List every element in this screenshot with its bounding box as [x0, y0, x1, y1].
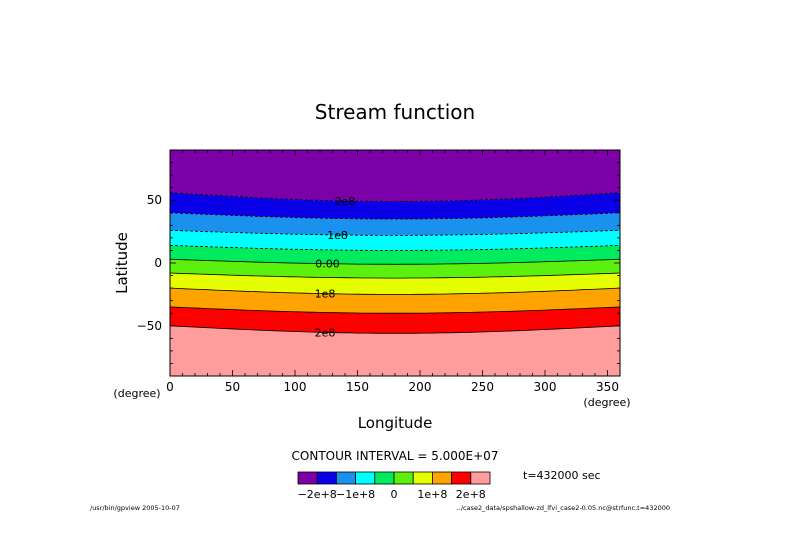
y-tick-label: −50	[137, 319, 162, 333]
color-bar-label: −1e+8	[336, 488, 375, 501]
contour-label-9: 2e8	[315, 326, 336, 339]
color-bar-swatch	[316, 471, 337, 485]
color-bar-label: −2e+8	[298, 488, 337, 501]
contour-label-1: 2e8	[335, 195, 356, 208]
y-axis: 50 0 −50	[137, 149, 620, 377]
contour-label-7: 1e8	[315, 288, 336, 301]
contour-labels: 2e8 1e8 0.00 1e8 2e8	[315, 195, 356, 340]
color-bar-swatch	[393, 471, 414, 485]
x-tick-label: 0	[166, 380, 174, 394]
x-axis-label: Longitude	[358, 414, 433, 432]
contour-band-5	[170, 245, 620, 265]
footer-right: ../case2_data/spshallow-zd_lfvi_case2-0.…	[457, 504, 670, 512]
color-bar-swatch	[470, 471, 491, 485]
contour-band-3	[170, 212, 620, 236]
contour-line-7	[169, 287, 621, 295]
color-bar-swatch	[297, 471, 318, 485]
x-tick-label: 250	[471, 380, 494, 394]
contour-line-9	[169, 325, 621, 334]
contour-band-1	[170, 150, 620, 202]
color-bar-label: 2e+8	[456, 488, 486, 501]
contour-band-8	[170, 288, 620, 314]
contour-interval-text: CONTOUR INTERVAL = 5.000E+07	[292, 449, 499, 463]
contour-line-1	[169, 192, 621, 202]
x-tick-label: 150	[346, 380, 369, 394]
color-bar-label: 1e+8	[417, 488, 447, 501]
contour-lines	[169, 192, 621, 334]
x-tick-label: 350	[596, 380, 619, 394]
contour-line-2	[169, 212, 621, 220]
color-bar-swatch	[412, 471, 433, 485]
color-bar-swatch	[335, 471, 356, 485]
chart-title: Stream function	[315, 100, 475, 124]
x-axis-unit: (degree)	[583, 396, 630, 409]
contour-fills	[170, 150, 620, 376]
color-bar-swatch	[355, 471, 376, 485]
y-tick-label: 50	[147, 193, 162, 207]
y-axis-label: Latitude	[113, 232, 131, 294]
contour-band-10	[170, 325, 620, 376]
contour-band-9	[170, 306, 620, 334]
contour-line-5	[169, 258, 621, 265]
x-tick-label: 100	[284, 380, 307, 394]
color-bar	[297, 471, 491, 485]
color-bar-labels: −2e+8 −1e+8 0 1e+8 2e+8	[298, 488, 486, 501]
contour-plot-area: 2e8 1e8 0.00 1e8 2e8	[169, 149, 621, 377]
contour-label-3: 1e8	[327, 229, 348, 242]
footer-left: /usr/bin/gpview 2005-10-07	[90, 504, 180, 512]
y-axis-unit: (degree)	[113, 387, 160, 400]
y-tick-label: 0	[154, 256, 162, 270]
color-bar-label: 0	[391, 488, 398, 501]
contour-label-5: 0.00	[315, 258, 340, 271]
x-axis: 0 50 100 150 200 250 300 350	[166, 150, 619, 394]
contour-line-4	[169, 245, 621, 251]
contour-line-8	[169, 306, 621, 314]
x-tick-label: 200	[409, 380, 432, 394]
color-bar-swatch	[374, 471, 395, 485]
contour-line-6	[169, 272, 621, 279]
x-tick-label: 300	[534, 380, 557, 394]
contour-band-6	[170, 259, 620, 279]
color-bar-swatch	[451, 471, 472, 485]
color-bar-swatch	[431, 471, 452, 485]
contour-band-7	[170, 273, 620, 295]
contour-line-3	[169, 230, 621, 236]
time-text: t=432000 sec	[523, 469, 601, 482]
contour-band-4	[170, 230, 620, 251]
x-tick-label: 50	[225, 380, 240, 394]
